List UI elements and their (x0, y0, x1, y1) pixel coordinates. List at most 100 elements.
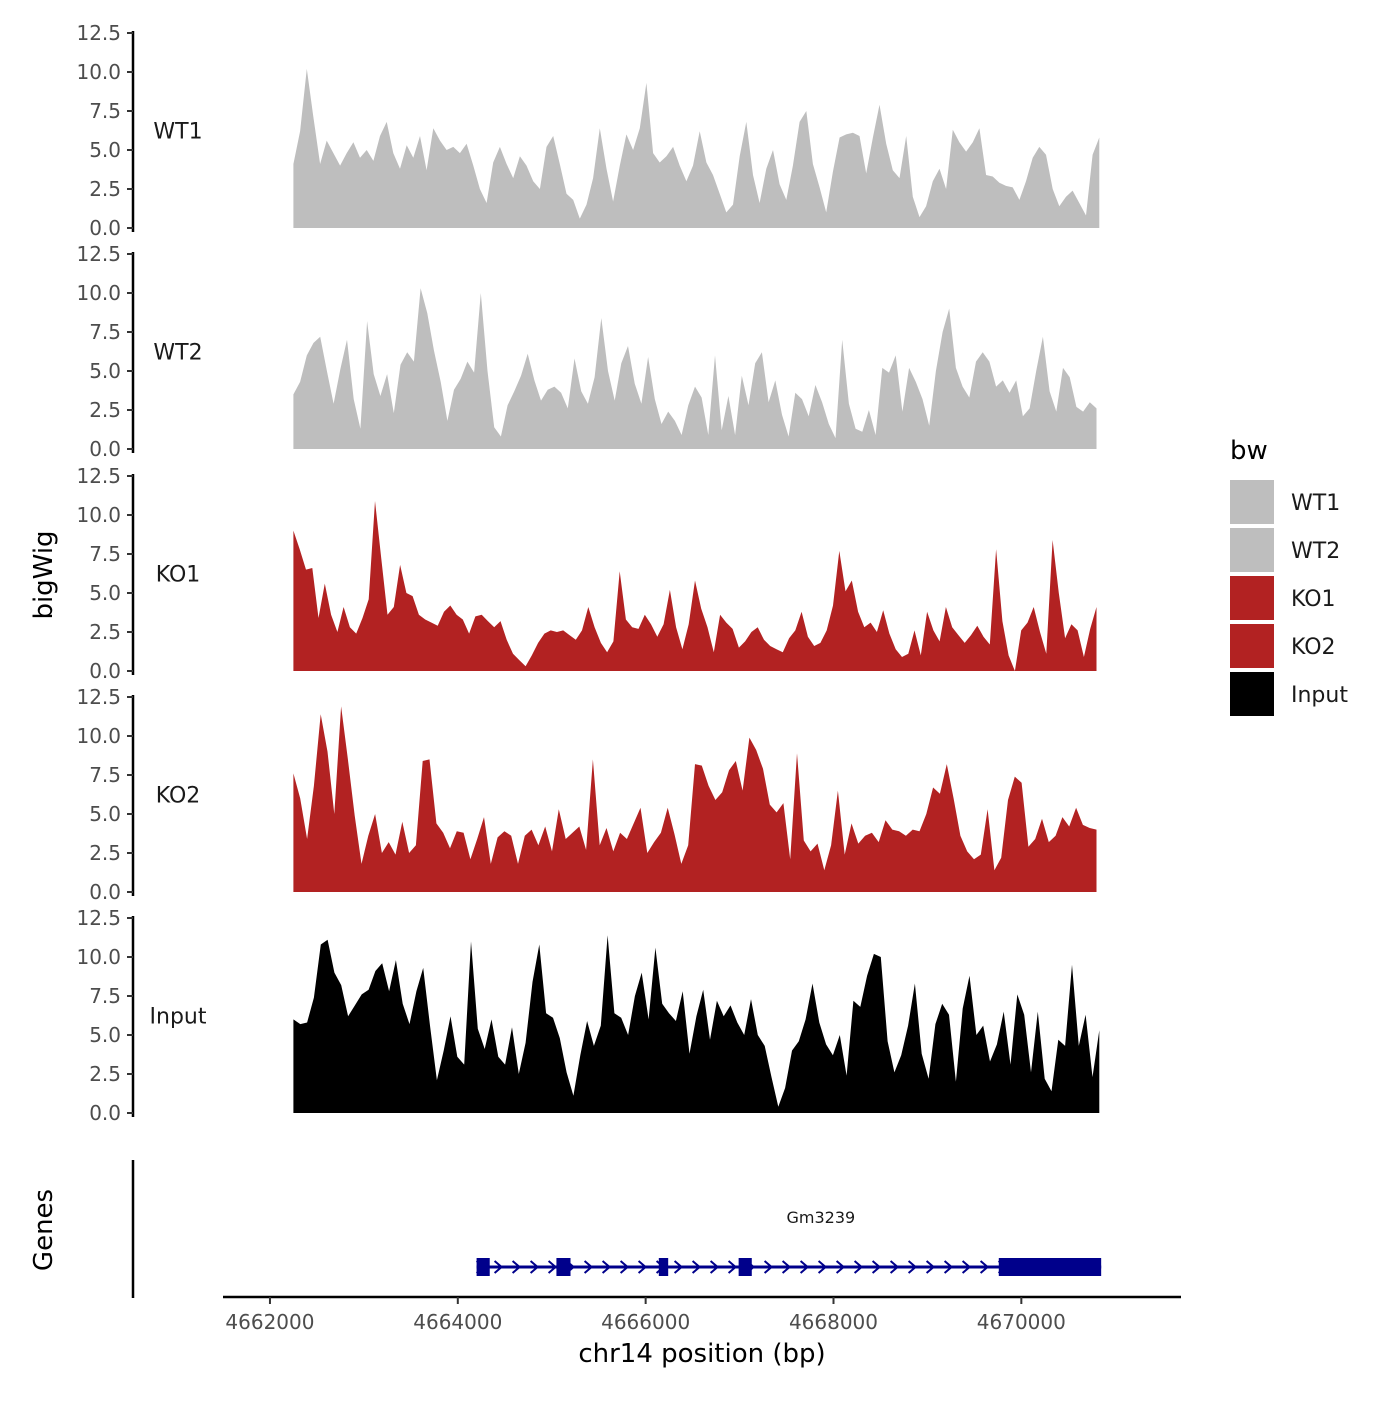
strand-arrow (691, 1260, 702, 1274)
y-tick-label: 0.0 (89, 437, 121, 461)
y-tick-label: 12.5 (76, 906, 121, 930)
strand-arrow (817, 1260, 828, 1274)
y-tick-label: 12.5 (76, 685, 121, 709)
y-tick-label: 12.5 (76, 21, 121, 45)
strand-arrow (835, 1260, 846, 1274)
y-tick-label: 0.0 (89, 659, 121, 683)
track-wt2: 0.0 2.5 5.0 7.5 10.0 12.5 WT2 (76, 242, 1097, 461)
legend-entry-input: Input (1230, 672, 1348, 716)
legend-swatch (1230, 528, 1274, 572)
track-label: WT2 (153, 341, 202, 366)
y-tick-label: 10.0 (76, 724, 121, 748)
y-tick-label: 5.0 (89, 138, 121, 162)
genes-axis-title: Genes (29, 1189, 59, 1271)
legend-swatch (1230, 480, 1274, 524)
y-tick-label: 12.5 (76, 242, 121, 266)
strand-arrow (853, 1260, 864, 1274)
x-tick-label: 4670000 (977, 1310, 1066, 1334)
y-axis-title: bigWig (29, 530, 59, 619)
strand-arrow (871, 1260, 882, 1274)
strand-arrow (511, 1260, 522, 1274)
y-tick-label: 2.5 (89, 620, 121, 644)
x-tick-label: 4664000 (413, 1310, 502, 1334)
y-tick-label: 7.5 (89, 763, 121, 787)
x-axis-title: chr14 position (bp) (578, 1339, 825, 1369)
track-label: KO2 (156, 784, 201, 809)
gene-exon (738, 1258, 752, 1276)
y-tick-label: 5.0 (89, 1023, 121, 1047)
track-ko1: 0.0 2.5 5.0 7.5 10.0 12.5 KO1 (76, 464, 1097, 683)
strand-arrow (493, 1260, 504, 1274)
legend-entry-wt2: WT2 (1230, 528, 1340, 572)
strand-arrow (673, 1260, 684, 1274)
track-ko2: 0.0 2.5 5.0 7.5 10.0 12.5 KO2 (76, 685, 1097, 904)
strand-arrow (547, 1260, 558, 1274)
strand-arrow (619, 1260, 630, 1274)
legend-entries: WT1 WT2 KO1 KO2 Input (1230, 480, 1348, 716)
y-tick-label: 0.0 (89, 880, 121, 904)
y-tick-label: 2.5 (89, 398, 121, 422)
strand-arrow (709, 1260, 720, 1274)
coverage-area-ko1 (293, 501, 1097, 671)
y-tick-label: 2.5 (89, 177, 121, 201)
gene-gm3239: Gm3239 (475, 1208, 1102, 1276)
strand-arrow (637, 1260, 648, 1274)
y-tick-label: 12.5 (76, 464, 121, 488)
strand-arrow (979, 1260, 990, 1274)
gene-exon (658, 1258, 669, 1276)
strand-arrow (943, 1260, 954, 1274)
y-tick-label: 0.0 (89, 216, 121, 240)
strand-arrow (529, 1260, 540, 1274)
gene-exon (476, 1258, 490, 1276)
strand-arrow (601, 1260, 612, 1274)
legend-label: Input (1291, 683, 1348, 708)
gene-exon (998, 1258, 1102, 1276)
y-tick-label: 5.0 (89, 359, 121, 383)
x-tick-label: 4666000 (601, 1310, 690, 1334)
y-tick-label: 7.5 (89, 320, 121, 344)
legend-swatch (1230, 672, 1274, 716)
y-tick-label: 10.0 (76, 281, 121, 305)
x-tick-label: 4662000 (225, 1310, 314, 1334)
y-tick-label: 0.0 (89, 1101, 121, 1125)
y-tick-label: 5.0 (89, 581, 121, 605)
strand-arrow (961, 1260, 972, 1274)
track-input: 0.0 2.5 5.0 7.5 10.0 12.5 Input (76, 906, 1100, 1125)
tracks-layer: 0.0 2.5 5.0 7.5 10.0 12.5 WT1 0.0 2.5 5.0 7.5 10.0 1… (76, 21, 1100, 1125)
y-tick-label: 10.0 (76, 60, 121, 84)
legend-title: bw (1230, 436, 1268, 466)
x-axis: 4662000 4664000 4666000 4668000 4670000 (223, 1295, 1181, 1334)
legend-swatch (1230, 576, 1274, 620)
y-tick-label: 7.5 (89, 542, 121, 566)
y-tick-label: 10.0 (76, 503, 121, 527)
strand-arrow (799, 1260, 810, 1274)
y-tick-label: 5.0 (89, 802, 121, 826)
gene-exon (556, 1258, 571, 1276)
y-tick-label: 7.5 (89, 99, 121, 123)
legend-entry-ko2: KO2 (1230, 624, 1336, 668)
legend-label: WT1 (1291, 491, 1340, 516)
legend-label: WT2 (1291, 539, 1340, 564)
legend-entry-wt1: WT1 (1230, 480, 1340, 524)
coverage-area-input (293, 935, 1100, 1113)
strand-arrow (763, 1260, 774, 1274)
legend-label: KO2 (1291, 635, 1336, 660)
track-wt1: 0.0 2.5 5.0 7.5 10.0 12.5 WT1 (76, 21, 1100, 240)
y-tick-label: 2.5 (89, 1062, 121, 1086)
strand-arrow (907, 1260, 918, 1274)
strand-arrow (925, 1260, 936, 1274)
y-tick-label: 2.5 (89, 841, 121, 865)
gene-track: Gm3239 (131, 1160, 1102, 1298)
coverage-area-ko2 (293, 706, 1097, 892)
track-label: KO1 (156, 563, 201, 588)
strand-arrow (727, 1260, 738, 1274)
x-tick-label: 4668000 (789, 1310, 878, 1334)
coverage-area-wt2 (293, 288, 1097, 449)
legend-entry-ko1: KO1 (1230, 576, 1336, 620)
strand-arrow (583, 1260, 594, 1274)
legend-label: KO1 (1291, 587, 1336, 612)
coverage-area-wt1 (293, 68, 1100, 229)
gene-label: Gm3239 (787, 1208, 856, 1227)
